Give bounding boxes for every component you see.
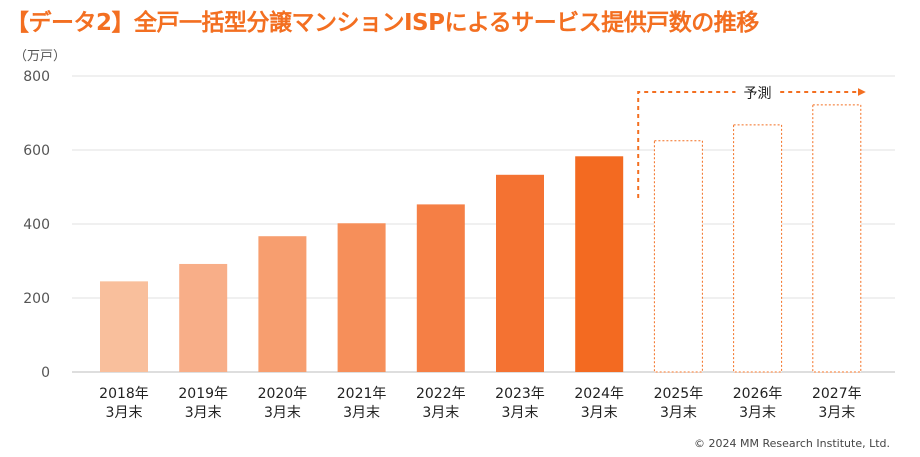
y-tick-label: 200 (23, 291, 50, 307)
forecast-label-background (735, 82, 780, 102)
forecast-arrow (637, 88, 866, 198)
x-tick-label: 2019年 3月末 (178, 386, 228, 421)
copyright-text: © 2024 MM Research Institute, Ltd. (693, 437, 890, 450)
bar (416, 204, 465, 372)
y-tick-label: 800 (23, 69, 50, 85)
forecast-bar (733, 124, 783, 373)
x-tick-label: 2025年 3月末 (654, 386, 704, 421)
x-tick-label: 2027年 3月末 (812, 386, 862, 421)
bar (575, 156, 624, 372)
x-tick-label: 2020年 3月末 (258, 386, 308, 421)
x-tick-label: 2021年 3月末 (337, 386, 387, 421)
chart-title: 【データ2】全戸一括型分譲マンションISPによるサービス提供戸数の推移 (6, 10, 759, 36)
y-axis-unit: （万戸） (14, 49, 67, 64)
x-tick-label: 2026年 3月末 (733, 386, 783, 421)
bar (258, 236, 307, 372)
y-tick-label: 0 (41, 365, 50, 381)
forecast-label: 予測 (744, 86, 772, 102)
bar (337, 223, 386, 372)
x-tick-label: 2018年 3月末 (99, 386, 149, 421)
bar (496, 174, 544, 372)
y-tick-label: 400 (23, 217, 50, 233)
x-tick-label: 2023年 3月末 (495, 386, 545, 421)
bar (179, 263, 228, 372)
y-tick-label: 600 (23, 143, 50, 159)
x-tick-label: 2022年 3月末 (416, 386, 466, 421)
forecast-bar (812, 104, 862, 373)
bar (100, 281, 148, 372)
x-tick-label: 2024年 3月末 (574, 386, 624, 421)
forecast-bar (653, 140, 703, 373)
